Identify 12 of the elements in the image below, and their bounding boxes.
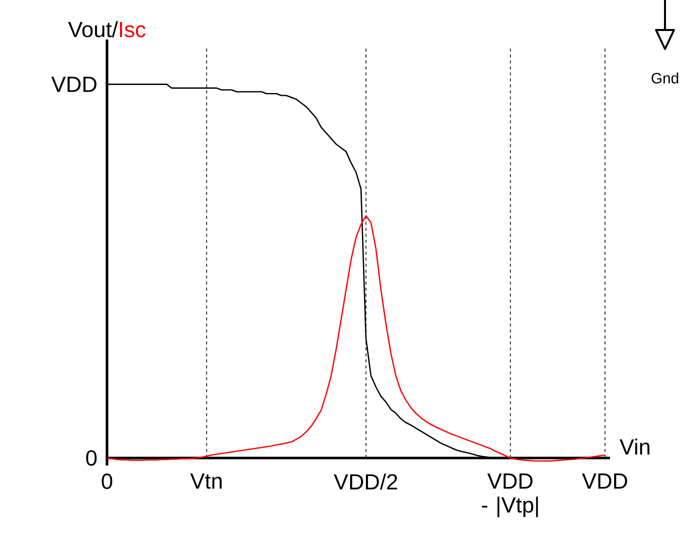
annotation: 0 — [86, 450, 97, 466]
x-tick-label: 0 — [102, 474, 112, 490]
text: Isc — [120, 22, 146, 38]
text: Gnd — [652, 72, 678, 84]
x-tick-label: Vtn — [190, 474, 222, 489]
text: Vout — [68, 22, 112, 38]
annotation: VDD — [51, 76, 96, 92]
x-tick-label: VDD/2 — [334, 474, 398, 490]
x-axis-title: Vin — [620, 438, 650, 454]
text: / — [112, 21, 118, 38]
x-tick-label: VDD — [582, 474, 628, 489]
x-tick-label: VDD - |Vtp| — [482, 474, 538, 518]
